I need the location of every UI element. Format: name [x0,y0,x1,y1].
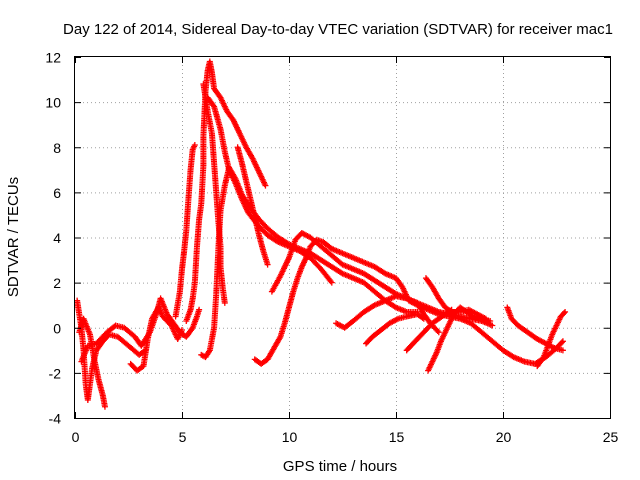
data-point [560,310,567,317]
x-tick-label: 0 [72,429,80,445]
data-point [328,279,335,286]
y-tick-label: 8 [53,140,61,156]
data-point [435,329,442,336]
y-tick-label: 6 [53,185,61,201]
data-point [419,314,426,321]
data-point [191,141,198,148]
x-tick-label: 10 [282,429,298,445]
y-tick-label: 4 [53,230,61,246]
series-track-j [234,144,271,268]
data-point [562,308,569,315]
x-tick-label: 20 [496,429,512,445]
data-point [101,403,108,410]
x-axis-label: GPS time / hours [283,458,397,475]
series-track-s [534,308,569,370]
series-track-m [333,293,442,336]
series-track-n [363,311,427,347]
data-point [434,327,441,334]
x-tick-label: 5 [179,429,187,445]
grid-lines [75,57,610,418]
series-track-q [422,275,489,322]
y-tick-labels: -4 -2 0 2 4 6 8 10 12 [45,50,61,427]
data-point [264,261,271,268]
series-track-e [172,141,198,320]
axis-ticks [75,57,611,419]
y-tick-label: 0 [53,320,61,336]
x-tick-labels: 0 5 10 15 20 25 [72,429,619,445]
series-track-r [504,304,566,354]
series-track-i [198,164,421,361]
data-point [179,327,185,334]
x-tick-label: 15 [389,429,405,445]
series-track-c [78,295,203,365]
chart-title: Day 122 of 2014, Sidereal Day-to-day VTE… [63,21,613,38]
data-point [221,299,228,306]
x-tick-label: 25 [603,429,619,445]
series-track-f [183,58,269,324]
y-axis-label: SDTVAR / TECUs [5,177,22,297]
plot-area [74,58,569,410]
data-point [559,347,566,354]
data-point [559,338,566,345]
data-point [196,306,203,313]
y-tick-label: 10 [45,95,61,111]
data-point [420,315,427,322]
y-tick-label: 12 [45,50,61,66]
data-point [262,182,269,189]
plot-frame [74,56,611,419]
series-track-b [76,315,108,410]
data-point [489,322,496,329]
y-tick-label: 2 [53,275,61,291]
y-tick-label: -2 [49,365,62,381]
data-point [558,339,565,346]
data-point [482,315,489,322]
series-track-d [127,304,185,374]
data-point [487,317,494,324]
data-point [447,308,454,315]
y-tick-label: -4 [49,411,62,427]
